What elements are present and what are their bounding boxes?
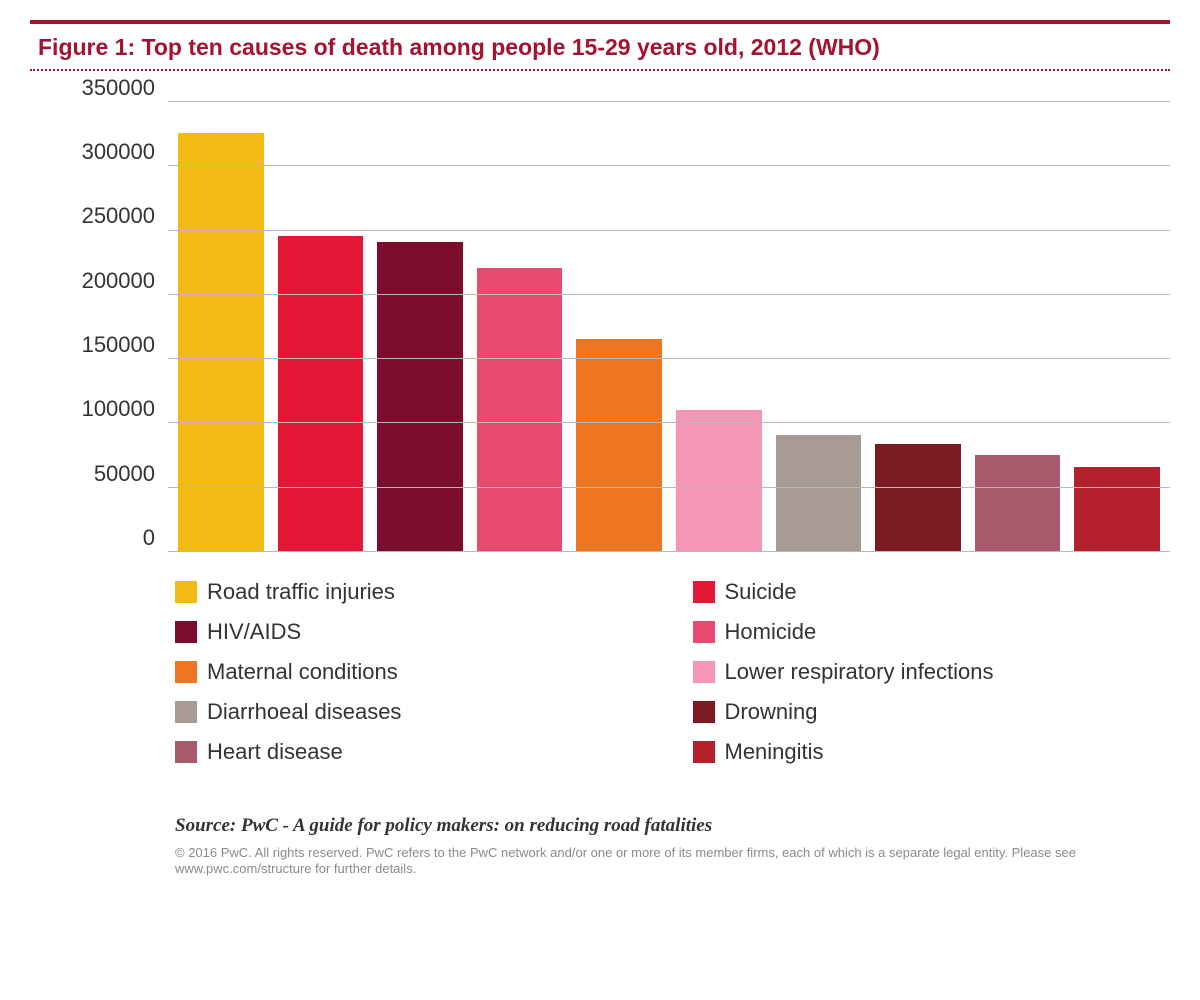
bar bbox=[278, 236, 364, 551]
bar bbox=[477, 268, 563, 551]
legend-swatch bbox=[693, 661, 715, 683]
legend-item: Lower respiratory infections bbox=[693, 659, 1171, 685]
y-axis: 3500003000002500002000001500001000005000… bbox=[55, 101, 167, 551]
legend-label: Lower respiratory infections bbox=[725, 659, 994, 685]
grid-line bbox=[168, 165, 1170, 166]
legend-swatch bbox=[693, 741, 715, 763]
grid-line bbox=[168, 358, 1170, 359]
source-line: Source: PwC - A guide for policy makers:… bbox=[175, 815, 1170, 837]
grid-line bbox=[168, 551, 1170, 552]
chart-area: 3500003000002500002000001500001000005000… bbox=[30, 101, 1170, 551]
copyright-line: © 2016 PwC. All rights reserved. PwC ref… bbox=[175, 845, 1135, 878]
legend-label: HIV/AIDS bbox=[207, 619, 301, 645]
grid-line bbox=[168, 294, 1170, 295]
legend-swatch bbox=[175, 701, 197, 723]
bars-container bbox=[168, 101, 1170, 551]
legend-item: Homicide bbox=[693, 619, 1171, 645]
dotted-rule bbox=[30, 69, 1170, 71]
grid-line bbox=[168, 230, 1170, 231]
legend-label: Maternal conditions bbox=[207, 659, 398, 685]
legend-item: Road traffic injuries bbox=[175, 579, 653, 605]
legend-item: Meningitis bbox=[693, 739, 1171, 765]
legend-swatch bbox=[175, 741, 197, 763]
legend-item: Suicide bbox=[693, 579, 1171, 605]
figure-container: Figure 1: Top ten causes of death among … bbox=[0, 0, 1200, 908]
legend-item: Diarrhoeal diseases bbox=[175, 699, 653, 725]
legend-label: Suicide bbox=[725, 579, 797, 605]
bar bbox=[875, 444, 961, 551]
legend-item: Maternal conditions bbox=[175, 659, 653, 685]
figure-title: Figure 1: Top ten causes of death among … bbox=[30, 24, 1170, 69]
legend-label: Drowning bbox=[725, 699, 818, 725]
grid-line bbox=[168, 487, 1170, 488]
legend-label: Meningitis bbox=[725, 739, 824, 765]
legend-item: HIV/AIDS bbox=[175, 619, 653, 645]
legend-label: Diarrhoeal diseases bbox=[207, 699, 401, 725]
legend-item: Drowning bbox=[693, 699, 1171, 725]
legend-label: Heart disease bbox=[207, 739, 343, 765]
grid-line bbox=[168, 422, 1170, 423]
grid-line bbox=[168, 101, 1170, 102]
legend-swatch bbox=[693, 581, 715, 603]
bar bbox=[377, 242, 463, 551]
legend-swatch bbox=[175, 581, 197, 603]
legend-swatch bbox=[175, 621, 197, 643]
bar bbox=[776, 435, 862, 551]
legend-swatch bbox=[175, 661, 197, 683]
bar bbox=[676, 410, 762, 551]
bar bbox=[178, 133, 264, 551]
bar bbox=[576, 339, 662, 551]
plot-area bbox=[167, 101, 1170, 551]
legend-label: Road traffic injuries bbox=[207, 579, 395, 605]
legend: Road traffic injuries Suicide HIV/AIDS Homi… bbox=[175, 579, 1170, 765]
bar bbox=[1074, 467, 1160, 551]
legend-swatch bbox=[693, 621, 715, 643]
legend-swatch bbox=[693, 701, 715, 723]
bar bbox=[975, 455, 1061, 551]
legend-label: Homicide bbox=[725, 619, 817, 645]
legend-item: Heart disease bbox=[175, 739, 653, 765]
